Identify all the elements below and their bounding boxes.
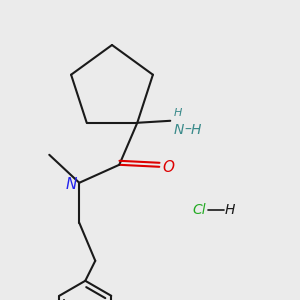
Text: H: H (190, 123, 201, 137)
Text: Cl: Cl (192, 203, 206, 217)
Text: –: – (184, 123, 191, 137)
Text: N: N (173, 123, 184, 137)
Text: H: H (225, 203, 236, 217)
Text: N: N (66, 177, 77, 192)
Text: H: H (173, 108, 181, 118)
Text: O: O (162, 160, 174, 175)
